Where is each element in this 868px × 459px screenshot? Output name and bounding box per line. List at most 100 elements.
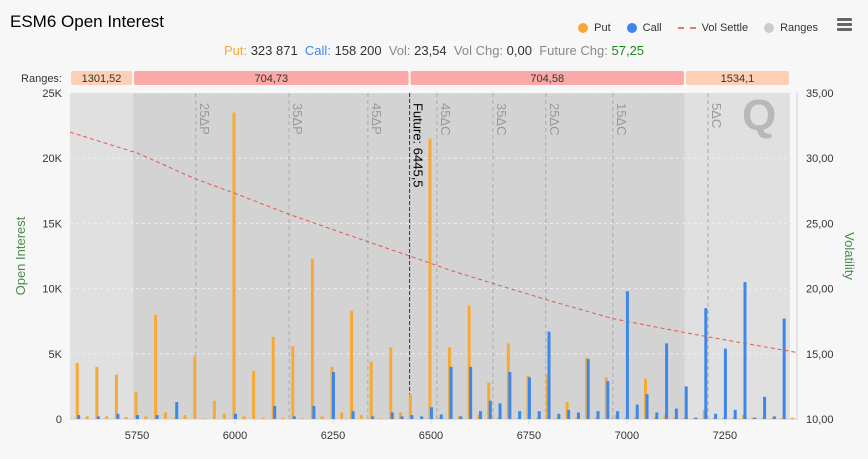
call-bar: [116, 413, 120, 419]
call-bar: [175, 402, 179, 419]
put-bar: [232, 112, 236, 419]
call-bar: [410, 415, 414, 419]
call-bar: [429, 407, 433, 419]
put-bar: [163, 412, 167, 419]
call-bar: [547, 331, 551, 419]
delta-label: 25ΔP: [197, 103, 212, 135]
delta-label: 35ΔP: [290, 103, 305, 135]
put-bar: [389, 347, 393, 419]
legend-ranges[interactable]: Ranges: [764, 22, 818, 34]
call-bar: [273, 405, 277, 419]
stats-line: Put: 323 871 Call: 158 200 Vol: 23,54 Vo…: [223, 43, 645, 58]
call-bar: [96, 416, 100, 419]
y-tick-label: 10K: [42, 284, 62, 296]
legend-put[interactable]: Put: [578, 22, 611, 34]
put-bar: [85, 416, 89, 419]
call-bar: [763, 396, 767, 419]
range-band: [133, 93, 410, 419]
put-bar: [271, 336, 275, 419]
call-bar: [439, 414, 443, 419]
call-circle-icon: [626, 23, 637, 33]
put-bar: [379, 418, 383, 419]
range-bar[interactable]: [685, 71, 789, 85]
call-bar: [537, 411, 541, 419]
x-tick-label: 7250: [713, 430, 737, 442]
legend-vol-settle[interactable]: Vol Settle: [677, 22, 748, 34]
call-bar: [390, 412, 394, 419]
call-bar: [576, 412, 580, 419]
put-bar: [144, 416, 148, 419]
put-bar: [193, 356, 197, 419]
call-bar: [292, 416, 296, 419]
put-bar: [75, 362, 79, 419]
call-bar: [488, 400, 492, 419]
call-bar: [635, 404, 639, 419]
range-bar[interactable]: [71, 71, 133, 85]
ranges-label: Ranges:: [21, 73, 62, 85]
chart-title: ESM6 Open Interest: [10, 12, 165, 31]
y-tick-label: 5K: [49, 349, 63, 361]
call-bar: [518, 411, 522, 419]
call-bar: [351, 411, 355, 419]
put-bar: [252, 370, 256, 419]
call-bar: [136, 415, 140, 419]
call-bar: [400, 416, 404, 419]
call-bar: [420, 416, 424, 419]
call-bar: [567, 409, 571, 419]
delta-label: 45ΔC: [438, 103, 453, 136]
put-bar: [291, 345, 295, 419]
put-bar: [399, 412, 403, 419]
call-bar: [694, 417, 698, 419]
range-band: [70, 93, 134, 419]
put-bar: [95, 366, 99, 419]
put-bar: [154, 314, 158, 419]
put-bar: [320, 416, 324, 419]
call-bar: [557, 413, 561, 419]
range-band: [409, 93, 685, 419]
call-bar: [714, 413, 718, 419]
range-value: 1301,52: [82, 73, 122, 85]
logo-watermark: Q: [742, 91, 776, 140]
call-bar: [782, 318, 786, 419]
call-bar: [616, 411, 620, 419]
put-bar: [428, 138, 432, 419]
put-bar: [114, 374, 118, 419]
range-bar[interactable]: [134, 71, 409, 85]
y-tick-label: 15K: [42, 218, 62, 230]
delta-label: 15ΔC: [614, 103, 629, 136]
put-bar: [212, 400, 216, 419]
x-tick-label: 6500: [419, 430, 443, 442]
y2-tick-label: 25,00: [806, 218, 834, 230]
put-bar: [350, 310, 354, 419]
call-bar: [233, 413, 237, 419]
put-bar: [124, 417, 128, 419]
vol-settle-line: [69, 131, 798, 353]
y-tick-label: 0: [56, 414, 62, 426]
call-bar: [371, 416, 375, 419]
y2-tick-label: 20,00: [806, 284, 834, 296]
delta-label: 45ΔP: [369, 103, 384, 135]
range-bar[interactable]: [410, 71, 684, 85]
put-bar: [467, 305, 471, 419]
put-bar: [281, 417, 285, 419]
put-circle-icon: [578, 23, 589, 33]
call-bar: [527, 377, 531, 419]
call-bar: [498, 403, 502, 419]
call-bar: [674, 408, 678, 419]
range-value: 704,73: [255, 73, 289, 85]
call-bar: [331, 372, 335, 419]
legend-call[interactable]: Call: [626, 22, 662, 34]
y-axis-title: Open Interest: [13, 216, 28, 295]
call-bar: [753, 417, 757, 419]
delta-label: 5ΔC: [709, 103, 724, 128]
x-tick-label: 6000: [223, 430, 247, 442]
put-bar: [222, 413, 226, 419]
call-bar: [606, 381, 610, 419]
call-bar: [586, 359, 590, 419]
hamburger-menu-icon[interactable]: [837, 18, 852, 33]
call-bar: [508, 372, 512, 419]
put-bar: [301, 418, 305, 419]
y2-tick-label: 30,00: [806, 153, 834, 165]
call-bar: [743, 282, 747, 419]
